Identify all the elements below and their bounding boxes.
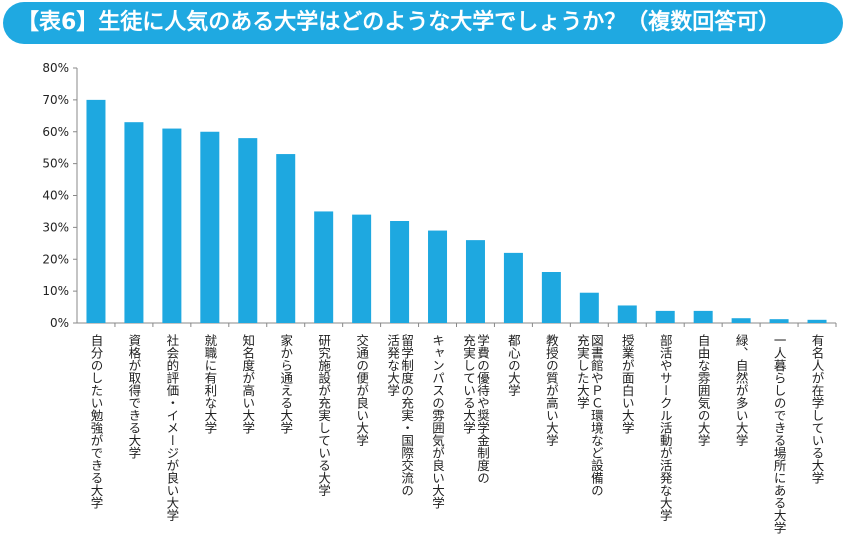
category-label: 部活やサークル活動が活発な大学 [658,333,673,522]
bar [200,131,220,323]
chart-title: 【表6】生徒に人気のある大学はどのような大学でしょうか？（複数回答可） [17,10,781,35]
category-label: 知名度が高い大学 [240,334,255,434]
y-tick-label: 80% [42,61,69,75]
category-label: 有名人が在学している大学 [810,334,825,484]
category-label: 研究施設が充実している大学 [316,334,331,497]
bar [617,305,637,323]
bar [276,154,296,323]
bar [503,252,523,323]
category-label: 留学制度の充実・国際交流の [399,334,414,497]
bar [162,128,182,323]
bar [731,318,751,323]
category-label: 活発な大学 [385,334,400,397]
bar [390,221,410,323]
category-label: 自由な雰囲気の大学 [696,334,711,447]
category-label: 就職に有利な大学 [202,333,217,434]
y-tick-label: 20% [42,252,69,266]
bar [769,319,789,323]
bar [314,211,334,323]
bar [238,138,258,323]
bar [579,292,599,323]
category-label: 自分のしたい勉強ができる大学 [88,334,103,509]
y-tick-label: 10% [42,284,69,298]
category-label: 緑、自然が多い大学 [734,333,749,447]
bar [693,310,713,323]
category-label: 一人暮らしのできる場所にある大学 [772,334,787,534]
category-label: 充実している大学 [461,333,476,434]
bar [655,310,675,323]
category-label: 社会的評価・イメージが良い大学 [164,333,179,522]
y-tick-label: 70% [42,93,69,107]
category-label: 家から通える大学 [278,333,293,434]
y-tick-label: 0% [50,316,69,330]
y-tick-label: 30% [42,220,69,234]
y-tick-label: 60% [42,125,69,139]
y-tick-label: 50% [42,157,69,171]
category-label: 都心の大学 [506,334,521,397]
bar [428,230,448,323]
category-label: 教授の質が高い大学 [544,333,559,447]
bar [807,319,827,323]
y-tick-label: 40% [42,189,69,203]
bar [541,272,561,323]
bar [465,240,485,323]
category-label: キャンパスの雰囲気が良い大学 [430,334,445,509]
category-label: 資格が取得できる大学 [126,334,141,459]
bar [352,214,372,323]
bar [86,99,106,323]
category-label: 交通の便が良い大学 [354,333,369,447]
bar [124,122,144,323]
category-label: 充実した大学 [575,333,590,409]
title-bar: 【表6】生徒に人気のある大学はどのような大学でしょうか？（複数回答可） [3,2,843,44]
category-label: 図書館やＰＣ環境など設備の [589,334,604,497]
category-label: 授業が面白い大学 [620,334,635,434]
category-label: 学費の優待や奨学金制度の [475,333,490,484]
